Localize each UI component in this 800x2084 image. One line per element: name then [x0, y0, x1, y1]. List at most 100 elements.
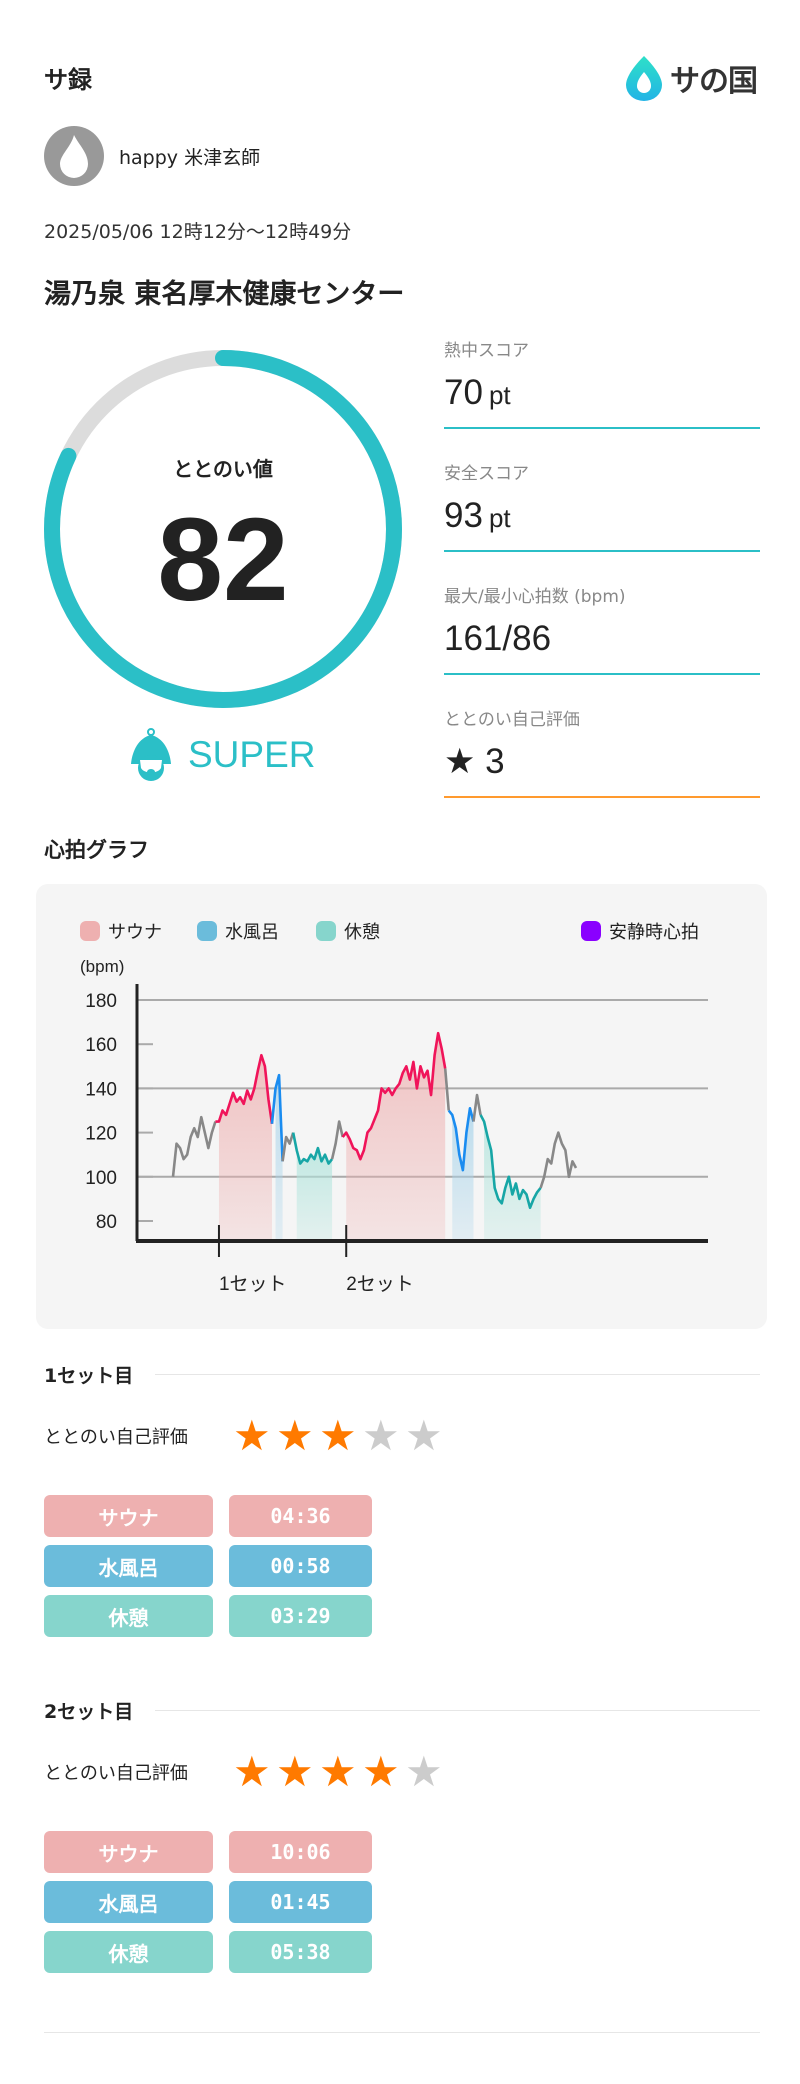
phase-row-rest: 休憩 03:29: [44, 1595, 372, 1637]
legend-sauna: サウナ: [80, 918, 162, 944]
divider: [444, 796, 760, 798]
set-header: 1セット目: [44, 1361, 760, 1388]
metric-safety-score: 安全スコア 93 pt: [444, 459, 760, 552]
legend-swatch: [80, 921, 100, 941]
sauna-hr-line: [215, 1053, 274, 1124]
metric-value: 93: [444, 496, 483, 535]
star-icon: ★: [319, 1411, 357, 1460]
set-title: 2セット目: [44, 1701, 134, 1723]
totonoi-ring: [44, 350, 402, 708]
y-tick-label: 140: [85, 1079, 117, 1100]
phase-row-cold: 水風呂 01:45: [44, 1881, 372, 1923]
drop-avatar-icon: [60, 135, 88, 178]
other-hr-line: [171, 1115, 217, 1177]
phase-duration: 10:06: [229, 1831, 372, 1873]
heart-rate-chart: 180 160 140 120 100 80 (bpm) 1セット 2セット: [80, 957, 708, 1295]
y-axis-label: (bpm): [80, 957, 124, 976]
logo-text: サの国: [670, 64, 758, 99]
star-icon: ★: [405, 1747, 443, 1796]
phase-row-sauna: サウナ 04:36: [44, 1495, 372, 1537]
star-icon: ★: [233, 1411, 271, 1460]
star-icon: ★: [276, 1411, 314, 1460]
divider: [444, 550, 760, 552]
divider: [444, 673, 760, 675]
phase-row-rest: 休憩 05:38: [44, 1931, 372, 1973]
phase-label: 水風呂: [44, 1545, 213, 1587]
star-icon: ★: [319, 1747, 357, 1796]
legend-label: サウナ: [108, 922, 162, 943]
phase-duration: 03:29: [229, 1595, 372, 1637]
legend-resting-hr: 安静時心拍: [581, 918, 699, 944]
y-tick-label: 100: [85, 1168, 117, 1189]
star-icon: ★: [362, 1747, 400, 1796]
legend-swatch: [581, 921, 601, 941]
bottom-divider: [44, 2032, 760, 2033]
legend-label: 安静時心拍: [609, 922, 699, 943]
phase-duration: 00:58: [229, 1545, 372, 1587]
phase-row-sauna: サウナ 10:06: [44, 1831, 372, 1873]
venue-name[interactable]: 湯乃泉 東名厚木健康センター: [44, 279, 405, 310]
phase-duration: 04:36: [229, 1495, 372, 1537]
sauna-hat-icon: [131, 728, 171, 781]
metric-label: 安全スコア: [444, 464, 529, 484]
metric-value: ★ 3: [444, 742, 505, 781]
brand-logo[interactable]: サの国: [624, 54, 758, 102]
cold-hr-line: [270, 1073, 284, 1162]
metric-heart-rate: 最大/最小心拍数 (bpm) 161/86: [444, 582, 760, 675]
other-hr-line: [281, 1132, 295, 1162]
set-header: 2セット目: [44, 1697, 760, 1724]
legend-label: 水風呂: [225, 922, 279, 943]
metric-label: 最大/最小心拍数 (bpm): [444, 587, 626, 607]
metric-label: ととのい自己評価: [444, 710, 580, 730]
rank-badge: SUPER: [128, 728, 315, 782]
rest-hr-line: [479, 1114, 542, 1210]
totonoi-value: 82: [157, 494, 289, 626]
sauna-hr-line: [341, 1031, 447, 1161]
divider: [444, 427, 760, 429]
other-hr-line: [539, 1131, 578, 1189]
rating-label: ととのい自己評価: [44, 1427, 188, 1448]
other-hr-line: [472, 1093, 482, 1122]
session-datetime: 2025/05/06 12時12分〜12時49分: [44, 221, 352, 243]
star-icon: ★: [276, 1747, 314, 1796]
rest-area: [296, 1148, 333, 1241]
user-name[interactable]: happy 米津玄師: [119, 147, 261, 169]
other-hr-line: [330, 1120, 344, 1160]
sauna-area: [218, 1055, 272, 1241]
sauna-area: [346, 1033, 446, 1241]
phase-duration: 05:38: [229, 1931, 372, 1973]
y-tick-label: 120: [85, 1124, 117, 1145]
y-tick-label: 160: [85, 1035, 117, 1056]
metric-value: 161/86: [444, 619, 552, 658]
y-tick-label: 80: [96, 1212, 117, 1233]
avatar[interactable]: [44, 126, 104, 186]
rating-label: ととのい自己評価: [44, 1763, 188, 1784]
page-title: サ録: [44, 66, 92, 94]
legend-rest: 休憩: [316, 918, 380, 944]
rest-area: [484, 1121, 541, 1241]
metric-unit: pt: [488, 380, 511, 410]
phase-row-cold: 水風呂 00:58: [44, 1545, 372, 1587]
graph-section-title: 心拍グラフ: [44, 838, 149, 862]
set-title: 1セット目: [44, 1365, 134, 1387]
drop-logo-icon: [626, 56, 662, 101]
set-self-rating: ととのい自己評価 ★ ★ ★ ★ ★: [44, 1415, 448, 1457]
ring-progress: [44, 350, 402, 708]
set-marker-label: 1セット: [219, 1274, 287, 1295]
phase-label: 休憩: [44, 1595, 213, 1637]
metric-value: 70: [444, 373, 483, 412]
totonoi-label: ととのい値: [173, 457, 273, 481]
other-hr-line: [443, 1068, 451, 1111]
star-icon: ★: [362, 1411, 400, 1460]
rest-hr-line: [291, 1132, 334, 1165]
set-marker-label: 2セット: [346, 1274, 414, 1295]
metric-heat-score: 熱中スコア 70 pt: [444, 336, 760, 429]
metric-unit: pt: [488, 503, 511, 533]
metric-self-rating: ととのい自己評価 ★ 3: [444, 705, 760, 798]
cold-hr-line: [447, 1106, 475, 1172]
rank-text: SUPER: [188, 734, 316, 775]
star-icon: ★: [233, 1747, 271, 1796]
phase-label: サウナ: [44, 1495, 213, 1537]
legend-label: 休憩: [344, 922, 380, 943]
phase-label: サウナ: [44, 1831, 213, 1873]
